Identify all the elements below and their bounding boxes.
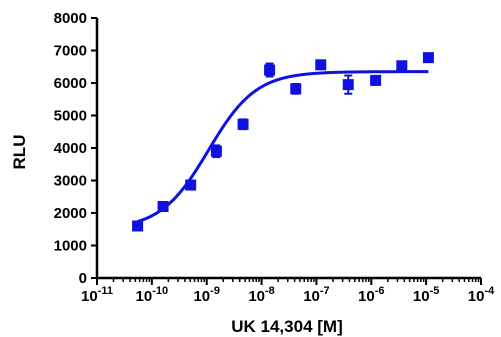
y-tick-label: 6000	[54, 75, 87, 92]
y-tick-label: 1000	[54, 238, 87, 255]
data-point	[237, 118, 249, 130]
y-tick-label: 8000	[54, 10, 87, 27]
y-tick-label: 2000	[54, 205, 87, 222]
data-points-group	[132, 52, 434, 232]
data-point	[210, 145, 222, 157]
x-tick-label: 10-7	[303, 285, 329, 305]
y-axis-title: RLU	[10, 135, 29, 170]
fit-curve-group	[137, 70, 429, 223]
x-tick-label: 10-5	[413, 285, 439, 305]
x-axis-title: UK 14,304 [M]	[231, 317, 342, 336]
fit-curve	[137, 70, 429, 223]
data-point	[264, 64, 276, 76]
x-tick-label: 10-6	[358, 285, 384, 305]
x-tick-label: 10-4	[468, 285, 495, 305]
y-tick-label: 3000	[54, 173, 87, 190]
y-tick-label: 4000	[54, 140, 87, 157]
data-point	[132, 220, 144, 232]
data-point	[157, 201, 169, 212]
x-tick-label: 10-9	[193, 285, 219, 305]
y-tick-label: 5000	[54, 108, 87, 125]
x-axis: 10-11 10-10 10-9 10-8 10-7 10-6 10-5 10-4	[81, 276, 495, 305]
data-point	[315, 59, 327, 71]
y-tick-label: 0	[79, 270, 87, 287]
data-point	[422, 52, 434, 64]
y-tick-label: 7000	[54, 43, 87, 60]
x-tick-label: 10-10	[136, 285, 169, 305]
x-tick-label: 10-11	[81, 285, 113, 305]
x-tick-label: 10-8	[248, 285, 274, 305]
data-point	[290, 83, 302, 95]
data-point	[342, 79, 354, 91]
data-point	[396, 60, 408, 72]
y-axis: 0 1000 2000 3000 4000 5000 6000 7000 8000	[54, 10, 99, 287]
data-point	[185, 179, 197, 191]
data-point	[370, 74, 382, 86]
